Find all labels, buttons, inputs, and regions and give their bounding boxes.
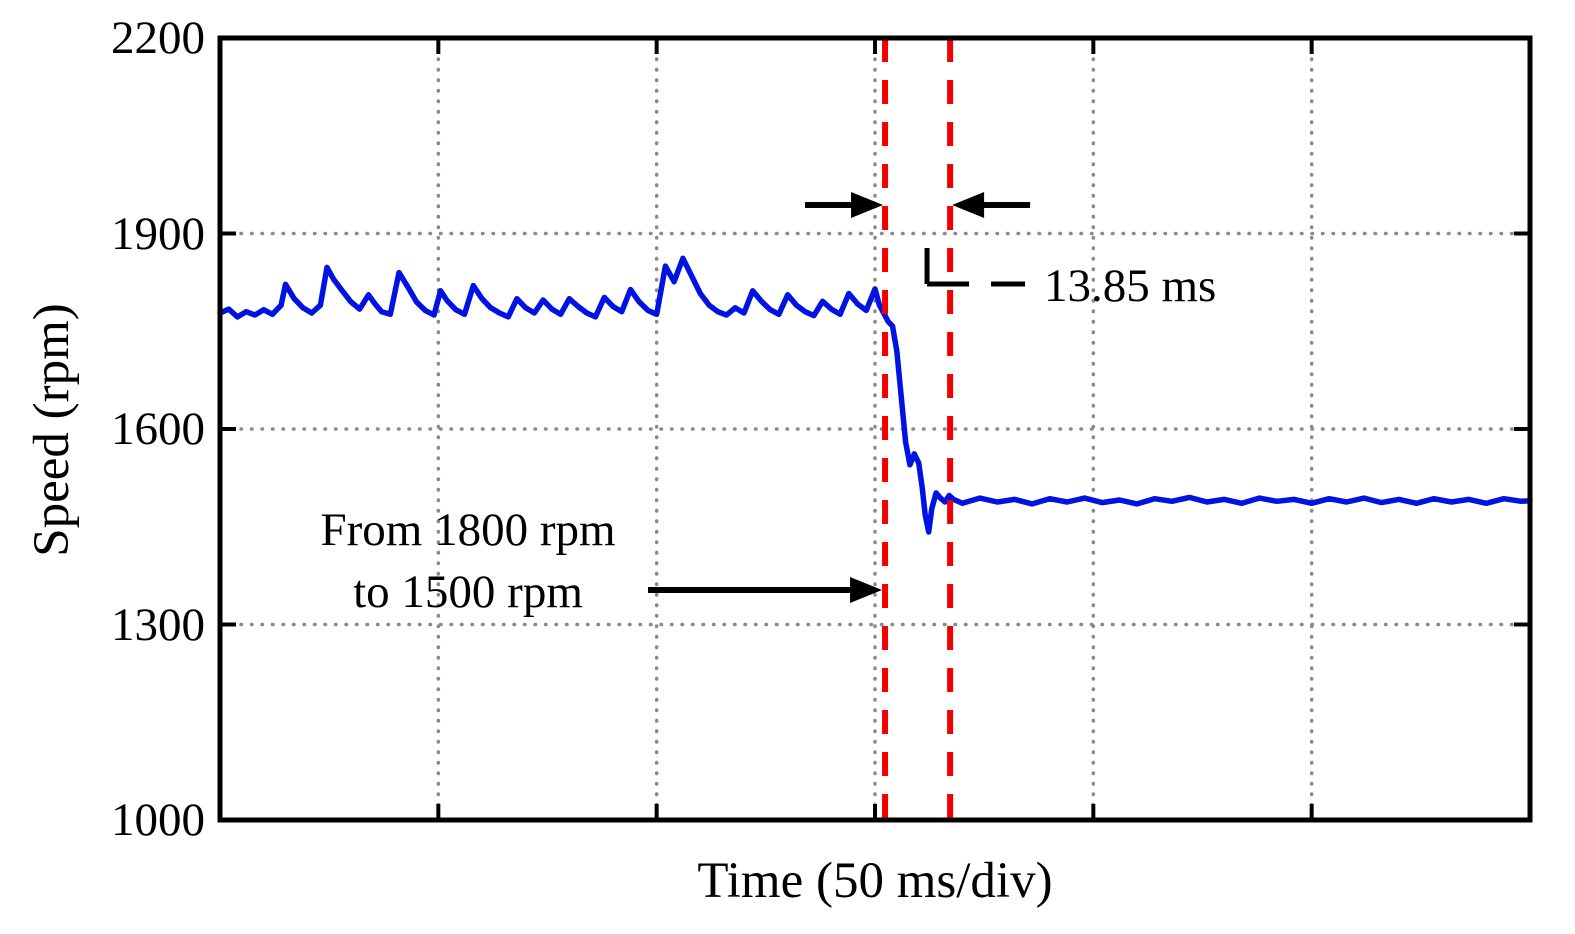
transition-annotation-line2: to 1500 rpm <box>353 566 583 618</box>
y-tick-label: 1300 <box>111 598 205 651</box>
duration-annotation: 13.85 ms <box>1044 260 1217 312</box>
y-tick-label: 1000 <box>111 794 205 846</box>
plot-border <box>217 35 1533 823</box>
speed-trace <box>217 255 1533 535</box>
y-tick-label: 1600 <box>111 403 205 455</box>
arrow-head <box>952 192 985 218</box>
y-tick-label: 1900 <box>111 207 205 260</box>
arrow-head <box>850 577 883 603</box>
arrow-head <box>851 192 884 218</box>
y-tick-label: 2200 <box>111 12 205 64</box>
x-axis-label: Time (50 ms/div) <box>697 853 1053 909</box>
transition-annotation-line1: From 1800 rpm <box>320 504 616 556</box>
